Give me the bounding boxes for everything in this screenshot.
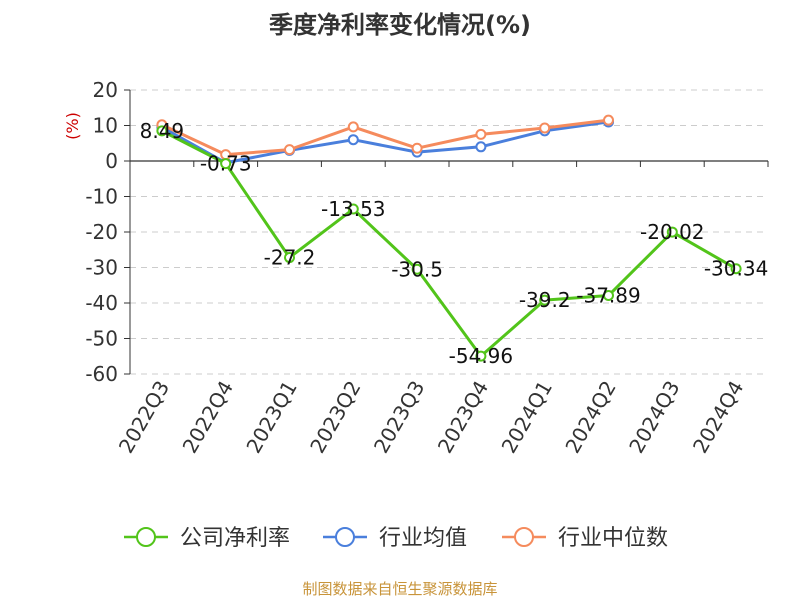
y-axis-ticks: 20 10 0 -10 -20 -30 -40 -50 -60 (85, 78, 130, 386)
legend-marker (514, 527, 534, 547)
legend-label: 行业中位数 (558, 526, 668, 551)
x-tick-label: 2024Q2 (560, 377, 620, 458)
data-label: -39.2 (519, 288, 571, 312)
data-label: -30.34 (704, 257, 768, 281)
data-point (156, 125, 168, 137)
y-tick-label: -30 (85, 256, 118, 280)
data-point (603, 290, 614, 302)
data-label: 8.49 (140, 119, 185, 143)
y-tick-label: -50 (85, 327, 118, 351)
x-tick-label: 2024Q1 (497, 377, 557, 458)
data-point (284, 144, 295, 156)
data-point (475, 128, 487, 140)
series-line (161, 118, 609, 157)
chart-title: 季度净利率变化情况(%) (269, 11, 531, 39)
data-label: -20.02 (640, 220, 704, 244)
y-tick-label: 10 (93, 114, 118, 138)
gridlines (130, 89, 768, 375)
data-point (603, 114, 614, 126)
data-label: -37.89 (576, 284, 640, 308)
data-point (347, 121, 359, 133)
y-tick-label: 0 (105, 149, 118, 173)
data-point (539, 122, 551, 134)
data-point (475, 141, 487, 153)
y-tick-label: 20 (93, 78, 118, 102)
y-tick-label: -10 (85, 185, 118, 209)
data-point (284, 252, 295, 264)
x-axis-ticks: 2022Q3 2022Q4 2023Q1 2023Q2 2023Q3 2023Q4 2024… (114, 377, 749, 458)
data-point (411, 142, 423, 154)
data-point (539, 294, 551, 306)
source-note: 制图数据来自恒生聚源数据库 (302, 580, 497, 598)
x-tick-label: 2024Q3 (624, 377, 684, 458)
y-tick-label: -20 (85, 220, 118, 244)
data-label: -0.73 (200, 152, 252, 176)
x-tick-label: 2022Q3 (114, 377, 174, 458)
legend-label: 行业均值 (379, 526, 467, 551)
data-point (347, 203, 359, 215)
legend-item[interactable]: 公司净利率 (124, 526, 290, 551)
legend-marker (335, 527, 355, 547)
y-axis-unit-label: (%) (63, 112, 82, 140)
x-tick-label: 2023Q1 (241, 377, 301, 458)
x-tick-label: 2022Q4 (178, 377, 238, 458)
x-tick-label: 2024Q4 (688, 377, 748, 458)
x-tick-label: 2023Q4 (433, 377, 493, 458)
series-line (161, 129, 737, 358)
data-point (666, 226, 678, 238)
legend-marker (136, 527, 156, 547)
y-tick-label: -40 (85, 291, 118, 315)
data-point (411, 263, 423, 275)
series-lines (156, 114, 742, 362)
data-point (347, 134, 359, 146)
x-tick-label: 2023Q2 (305, 377, 365, 458)
y-tick-label: -60 (85, 362, 118, 386)
data-point (475, 350, 487, 362)
data-labels: 8.49 -0.73 -27.2 -13.53 -30.5 -54.96 -39.2 -37.… (140, 119, 769, 368)
data-point (730, 263, 742, 275)
legend[interactable]: 公司净利率 行业均值 行业中位数 (124, 526, 668, 551)
x-tick-label: 2023Q3 (369, 377, 429, 458)
series-line (161, 120, 609, 165)
data-label: -27.2 (264, 246, 316, 270)
legend-item[interactable]: 行业均值 (323, 526, 467, 551)
legend-item[interactable]: 行业中位数 (502, 526, 668, 551)
legend-label: 公司净利率 (180, 526, 290, 551)
data-point (220, 158, 232, 170)
data-label: -30.5 (391, 257, 443, 281)
data-label: -54.96 (449, 344, 513, 368)
data-label: -13.53 (321, 197, 385, 221)
